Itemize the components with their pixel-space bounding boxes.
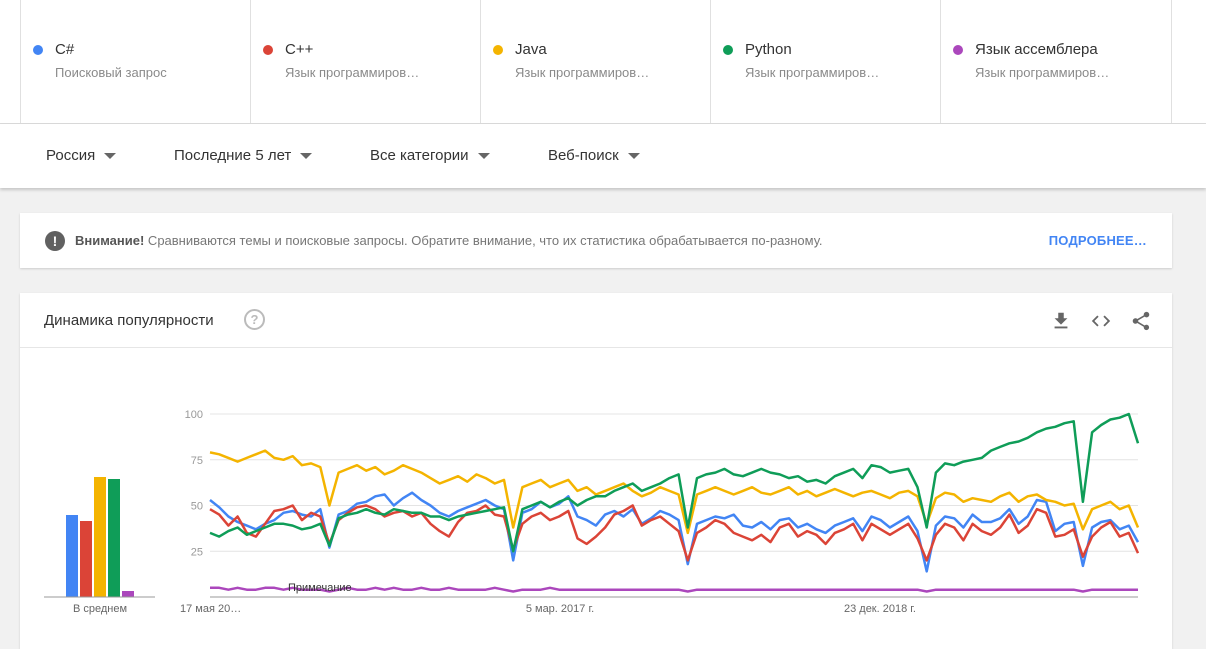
color-dot-icon (33, 45, 43, 55)
divider (1171, 0, 1172, 123)
series-line[interactable] (210, 586, 1138, 593)
chevron-down-icon (104, 152, 117, 159)
search-type-dropdown[interactable]: Веб-поиск (548, 147, 640, 164)
notice-body: Сравниваются темы и поисковые запросы. О… (144, 233, 823, 248)
y-axis-ticks: 25 50 75 100 (185, 409, 203, 558)
y-tick-label: 25 (191, 546, 203, 558)
average-bar[interactable] (122, 591, 134, 597)
category-label: Все категории (370, 147, 469, 164)
chevron-down-icon (477, 152, 490, 159)
term-name: Java (515, 41, 547, 58)
term-card-java[interactable]: Java Язык программиров… (480, 0, 710, 123)
series-line[interactable] (209, 504, 1140, 562)
term-name: Python (745, 41, 792, 58)
average-bar-chart (66, 477, 134, 597)
color-dot-icon (953, 45, 963, 55)
help-icon[interactable]: ? (244, 309, 265, 330)
average-bar[interactable] (66, 515, 78, 597)
interest-over-time-card: Динамика популярности ? В среднем 25 50 75… (20, 293, 1172, 649)
term-type: Язык программиров… (745, 65, 880, 80)
warning-icon: ! (45, 231, 65, 251)
color-dot-icon (723, 45, 733, 55)
chevron-down-icon (300, 152, 313, 159)
term-card-cpp[interactable]: C++ Язык программиров… (250, 0, 480, 123)
term-name: Язык ассемблера (975, 41, 1098, 58)
chart-annotation[interactable]: Примечание (288, 582, 352, 594)
average-bar[interactable] (80, 521, 92, 597)
term-card-csharp[interactable]: C# Поисковый запрос (20, 0, 250, 123)
period-dropdown[interactable]: Последние 5 лет (174, 147, 313, 164)
term-type: Язык программиров… (285, 65, 420, 80)
category-dropdown[interactable]: Все категории (370, 147, 490, 164)
series-line[interactable] (209, 449, 1140, 535)
notice-text: Внимание! Сравниваются темы и поисковые … (75, 233, 823, 248)
y-tick-label: 50 (191, 501, 203, 513)
x-axis-ticks: 17 мая 20… 5 мар. 2017 г. 23 дек. 2018 г. (180, 603, 916, 615)
y-tick-label: 75 (191, 455, 203, 467)
chart-grid (210, 413, 1138, 598)
period-label: Последние 5 лет (174, 147, 292, 164)
trend-chart: В среднем 25 50 75 100 17 мая 20… 5 мар. 201… (44, 409, 1140, 615)
term-card-python[interactable]: Python Язык программиров… (710, 0, 940, 123)
color-dot-icon (263, 45, 273, 55)
series-line[interactable] (209, 412, 1140, 553)
filter-bar: Россия Последние 5 лет Все категории Веб… (0, 124, 1206, 188)
x-tick-label: 5 мар. 2017 г. (526, 603, 594, 615)
term-type: Язык программиров… (515, 65, 650, 80)
series-line[interactable] (209, 491, 1140, 573)
search-type-label: Веб-поиск (548, 147, 619, 164)
color-dot-icon (493, 45, 503, 55)
line-series[interactable] (209, 412, 1140, 593)
embed-code-icon[interactable] (1090, 310, 1112, 332)
card-header: Динамика популярности ? (20, 293, 1172, 348)
term-type: Поисковый запрос (55, 65, 167, 80)
region-label: Россия (46, 147, 96, 164)
average-bar[interactable] (94, 477, 106, 597)
term-type: Язык программиров… (975, 65, 1110, 80)
card-title: Динамика популярности (44, 312, 214, 329)
share-icon[interactable] (1130, 310, 1152, 332)
bar-chart-label: В среднем (73, 603, 127, 615)
notice-card: ! Внимание! Сравниваются темы и поисковы… (20, 213, 1172, 268)
term-name: C# (55, 41, 75, 58)
term-card-assembly[interactable]: Язык ассемблера Язык программиров… (940, 0, 1171, 123)
learn-more-link[interactable]: ПОДРОБНЕЕ… (1048, 233, 1147, 248)
average-bar[interactable] (108, 479, 120, 597)
term-name: C++ (285, 41, 314, 58)
region-dropdown[interactable]: Россия (46, 147, 117, 164)
terms-bar: C# Поисковый запрос C++ Язык программиро… (0, 0, 1206, 124)
download-icon[interactable] (1050, 310, 1072, 332)
chevron-down-icon (627, 152, 640, 159)
notice-bold: Внимание! (75, 233, 145, 248)
x-tick-label: 17 мая 20… (180, 603, 241, 615)
x-tick-label: 23 дек. 2018 г. (844, 603, 916, 615)
y-tick-label: 100 (185, 409, 203, 421)
